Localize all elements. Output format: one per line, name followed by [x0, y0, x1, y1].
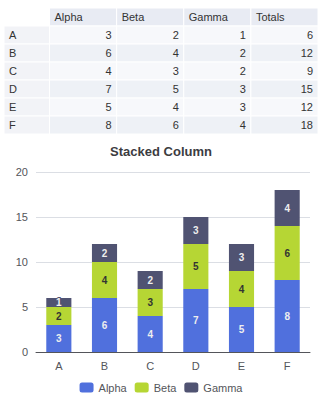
- svg-text:6: 6: [106, 47, 112, 59]
- svg-text:3: 3: [240, 83, 246, 95]
- svg-text:4: 4: [173, 101, 179, 113]
- svg-text:5: 5: [22, 301, 28, 313]
- svg-text:3: 3: [106, 29, 112, 41]
- svg-text:2: 2: [102, 248, 108, 259]
- svg-text:2: 2: [173, 29, 179, 41]
- svg-text:3: 3: [56, 333, 62, 344]
- svg-text:4: 4: [173, 47, 179, 59]
- svg-text:A: A: [55, 360, 63, 372]
- svg-text:15: 15: [301, 83, 313, 95]
- svg-text:4: 4: [240, 119, 246, 131]
- svg-text:18: 18: [301, 119, 313, 131]
- svg-text:Alpha: Alpha: [99, 382, 128, 394]
- svg-text:9: 9: [307, 65, 313, 77]
- svg-text:5: 5: [239, 324, 245, 335]
- svg-text:F: F: [9, 119, 16, 131]
- svg-text:B: B: [101, 360, 108, 372]
- svg-text:7: 7: [193, 315, 199, 326]
- svg-text:B: B: [9, 47, 16, 59]
- svg-text:6: 6: [173, 119, 179, 131]
- svg-text:4: 4: [239, 284, 245, 295]
- svg-text:7: 7: [106, 83, 112, 95]
- svg-text:5: 5: [193, 261, 199, 272]
- svg-text:F: F: [284, 360, 291, 372]
- svg-text:0: 0: [22, 346, 28, 358]
- svg-text:Alpha: Alpha: [55, 11, 84, 23]
- svg-text:Gamma: Gamma: [203, 382, 243, 394]
- svg-text:12: 12: [301, 47, 313, 59]
- svg-text:2: 2: [147, 275, 153, 286]
- svg-text:15: 15: [16, 211, 28, 223]
- svg-text:3: 3: [239, 252, 245, 263]
- svg-text:4: 4: [106, 65, 112, 77]
- svg-text:8: 8: [106, 119, 112, 131]
- svg-text:3: 3: [193, 225, 199, 236]
- svg-text:12: 12: [301, 101, 313, 113]
- svg-text:20: 20: [16, 166, 28, 178]
- svg-text:4: 4: [284, 203, 290, 214]
- svg-text:E: E: [9, 101, 16, 113]
- svg-text:A: A: [9, 29, 17, 41]
- svg-text:5: 5: [106, 101, 112, 113]
- svg-text:E: E: [238, 360, 245, 372]
- svg-text:4: 4: [147, 329, 153, 340]
- svg-text:3: 3: [147, 297, 153, 308]
- svg-text:2: 2: [56, 311, 62, 322]
- svg-text:C: C: [146, 360, 154, 372]
- svg-text:C: C: [9, 65, 17, 77]
- svg-text:Beta: Beta: [122, 11, 146, 23]
- svg-text:Gamma: Gamma: [189, 11, 229, 23]
- svg-text:2: 2: [240, 65, 246, 77]
- svg-text:10: 10: [16, 256, 28, 268]
- svg-text:8: 8: [284, 311, 290, 322]
- svg-text:Beta: Beta: [154, 382, 178, 394]
- svg-text:Stacked Column: Stacked Column: [110, 144, 212, 159]
- svg-text:Totals: Totals: [256, 11, 285, 23]
- svg-text:D: D: [9, 83, 17, 95]
- svg-text:D: D: [192, 360, 200, 372]
- svg-text:1: 1: [56, 297, 62, 308]
- svg-text:6: 6: [284, 248, 290, 259]
- svg-text:3: 3: [240, 101, 246, 113]
- svg-text:5: 5: [173, 83, 179, 95]
- svg-text:6: 6: [102, 320, 108, 331]
- svg-text:4: 4: [102, 275, 108, 286]
- svg-text:2: 2: [240, 47, 246, 59]
- svg-text:3: 3: [173, 65, 179, 77]
- svg-text:1: 1: [240, 29, 246, 41]
- svg-text:6: 6: [307, 29, 313, 41]
